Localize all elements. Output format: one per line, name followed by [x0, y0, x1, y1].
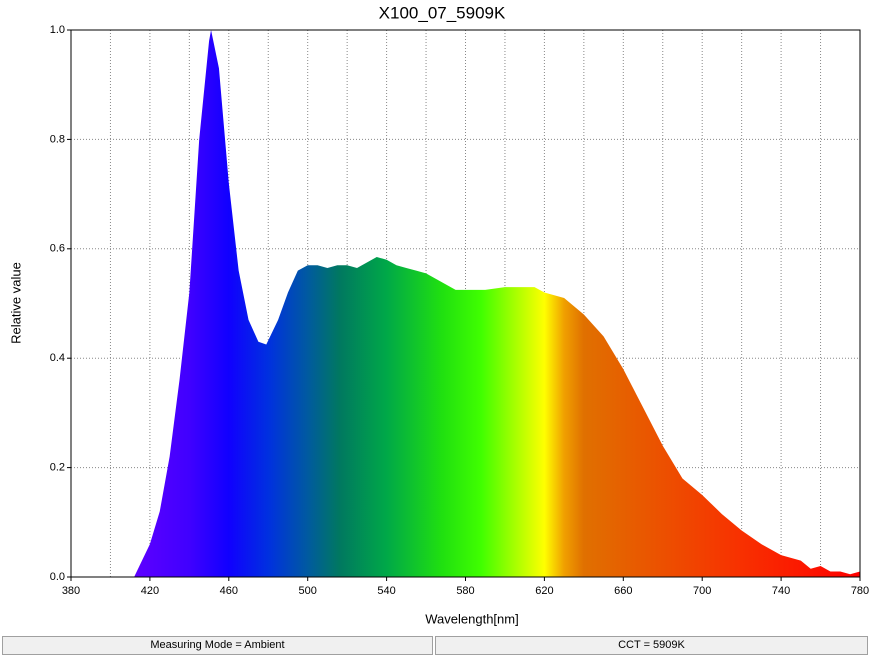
x-tick-label: 460 — [220, 585, 238, 597]
status-pane: Measuring Mode = Ambient — [2, 636, 433, 655]
x-tick-label: 380 — [62, 585, 80, 597]
y-tick-label: 0.6 — [50, 243, 65, 255]
chart-title: X100_07_5909K — [379, 3, 506, 22]
y-axis-label: Relative value — [8, 262, 23, 344]
x-tick-label: 420 — [141, 585, 159, 597]
status-pane: CCT = 5909K — [435, 636, 868, 655]
x-tick-label: 740 — [772, 585, 790, 597]
x-tick-label: 580 — [456, 585, 474, 597]
x-tick-label: 540 — [377, 585, 395, 597]
y-tick-label: 0.4 — [50, 352, 65, 364]
y-tick-label: 0.0 — [50, 571, 65, 583]
x-tick-label: 620 — [535, 585, 553, 597]
y-tick-label: 1.0 — [50, 24, 65, 36]
spectrum-area — [134, 30, 860, 577]
x-tick-label: 700 — [693, 585, 711, 597]
x-axis-label: Wavelength[nm] — [425, 611, 518, 626]
x-tick-label: 660 — [614, 585, 632, 597]
x-tick-label: 500 — [299, 585, 317, 597]
x-tick-label: 780 — [851, 585, 869, 597]
y-tick-label: 0.2 — [50, 462, 65, 474]
y-tick-label: 0.8 — [50, 133, 65, 145]
chart: X100_07_5909K Wavelength[nm] Relative va… — [8, 3, 869, 626]
